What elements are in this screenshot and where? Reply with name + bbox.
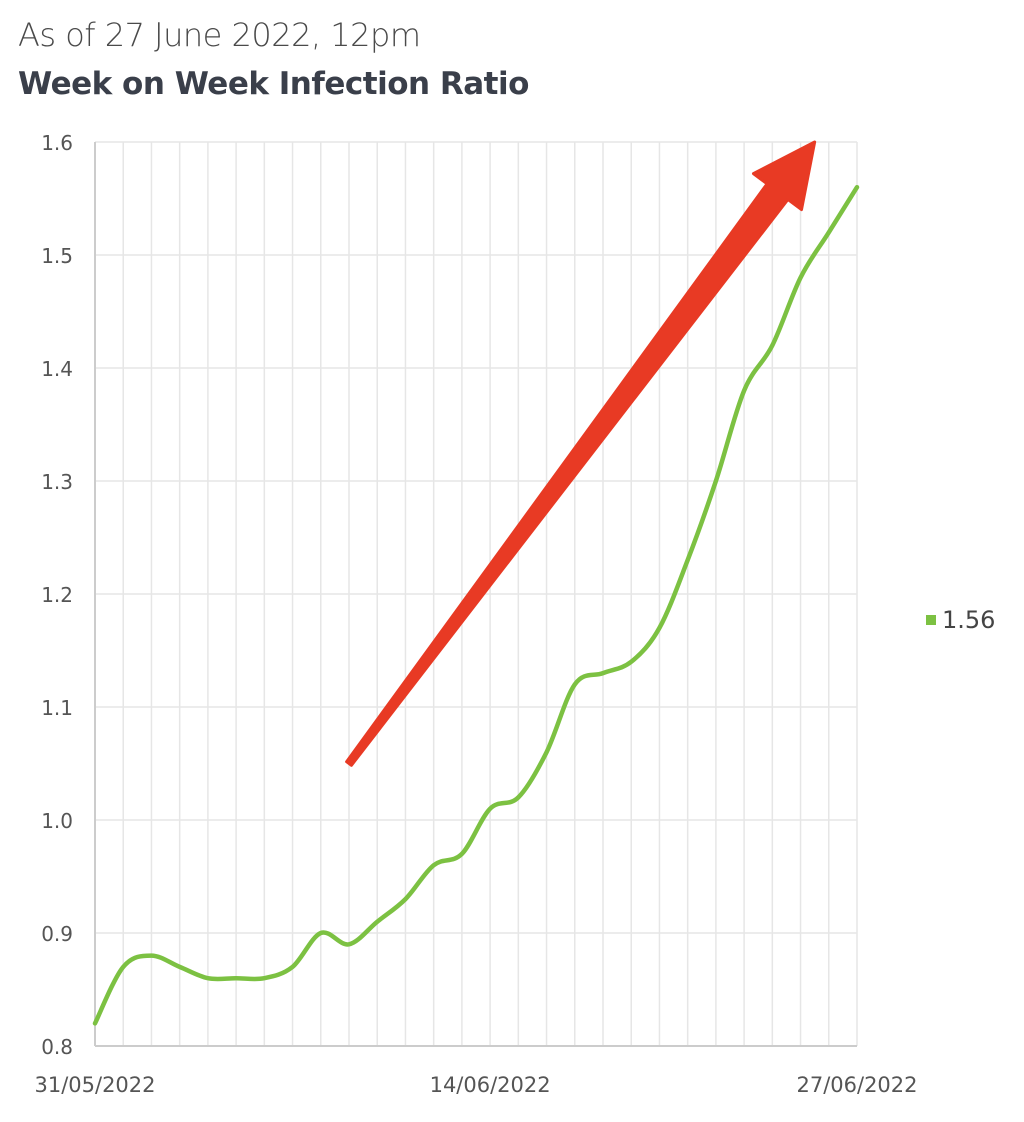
x-tick-label: 14/06/2022 bbox=[430, 1073, 551, 1097]
series-line bbox=[92, 184, 860, 1026]
y-tick-label: 0.9 bbox=[41, 922, 73, 946]
y-tick-label: 1.3 bbox=[41, 470, 73, 494]
y-tick-label: 0.8 bbox=[41, 1035, 73, 1059]
axes bbox=[94, 142, 857, 1047]
chart-title: Week on Week Infection Ratio bbox=[18, 66, 529, 102]
y-tick-label: 1.4 bbox=[41, 357, 73, 381]
legend-swatch bbox=[926, 615, 936, 625]
y-tick-label: 1.6 bbox=[41, 131, 73, 155]
x-tick-label: 31/05/2022 bbox=[34, 1073, 155, 1097]
y-tick-labels: 0.8 0.9 1.0 1.1 1.2 1.3 1.4 1.5 1.6 bbox=[41, 131, 73, 1059]
y-tick-label: 1.0 bbox=[41, 809, 73, 833]
y-tick-label: 1.2 bbox=[41, 583, 73, 607]
legend[interactable]: 1.56 bbox=[926, 606, 995, 634]
series-group bbox=[92, 184, 860, 1026]
legend-label: 1.56 bbox=[942, 606, 996, 634]
trend-arrow bbox=[345, 140, 817, 767]
y-tick-label: 1.1 bbox=[41, 696, 73, 720]
annotation-group bbox=[345, 140, 817, 767]
y-tick-label: 1.5 bbox=[41, 244, 73, 268]
x-tick-label: 27/06/2022 bbox=[796, 1073, 917, 1097]
x-tick-labels: 31/05/2022 14/06/2022 27/06/2022 bbox=[34, 1073, 917, 1097]
as-of-timestamp: As of 27 June 2022, 12pm bbox=[18, 16, 421, 54]
